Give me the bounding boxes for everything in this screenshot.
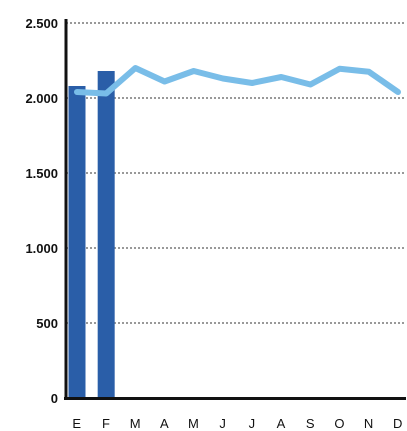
x-tick-label: N [364,416,374,431]
line-point [397,91,399,93]
line-point [222,78,224,79]
x-tick-label: F [102,416,110,431]
line-point [193,70,195,72]
line-series-path [74,65,401,97]
line-series [74,65,401,97]
x-tick-label: E [72,416,81,431]
bar [68,86,86,398]
line-point [368,71,370,73]
y-tick-label: 500 [36,316,58,331]
x-tick-label: O [334,416,345,431]
line-point [76,91,78,93]
line-point [105,93,107,94]
grid-lines [66,22,406,324]
x-tick-label: M [130,416,141,431]
x-tick-label: J [249,416,256,431]
y-tick-label: 2.500 [25,16,58,31]
x-tick-label: D [393,416,403,431]
y-tick-label: 0 [51,391,58,406]
x-tick-label: A [160,416,169,431]
line-point [339,68,341,70]
y-tick-label: 1.000 [25,241,58,256]
line-point [134,67,136,69]
line-point [280,76,282,78]
x-tick-label: A [277,416,286,431]
line-point [251,82,253,84]
x-tick-label: S [306,416,315,431]
x-tick-label: M [188,416,199,431]
y-tick-label: 1.500 [25,166,58,181]
y-tick-labels: 0 500 1.000 1.500 2.000 2.500 [25,16,58,406]
line-point [164,81,166,82]
bar-series [68,71,115,398]
bar [97,71,115,398]
y-tick-label: 2.000 [25,91,58,106]
line-point [309,84,311,85]
x-tick-label: J [219,416,226,431]
